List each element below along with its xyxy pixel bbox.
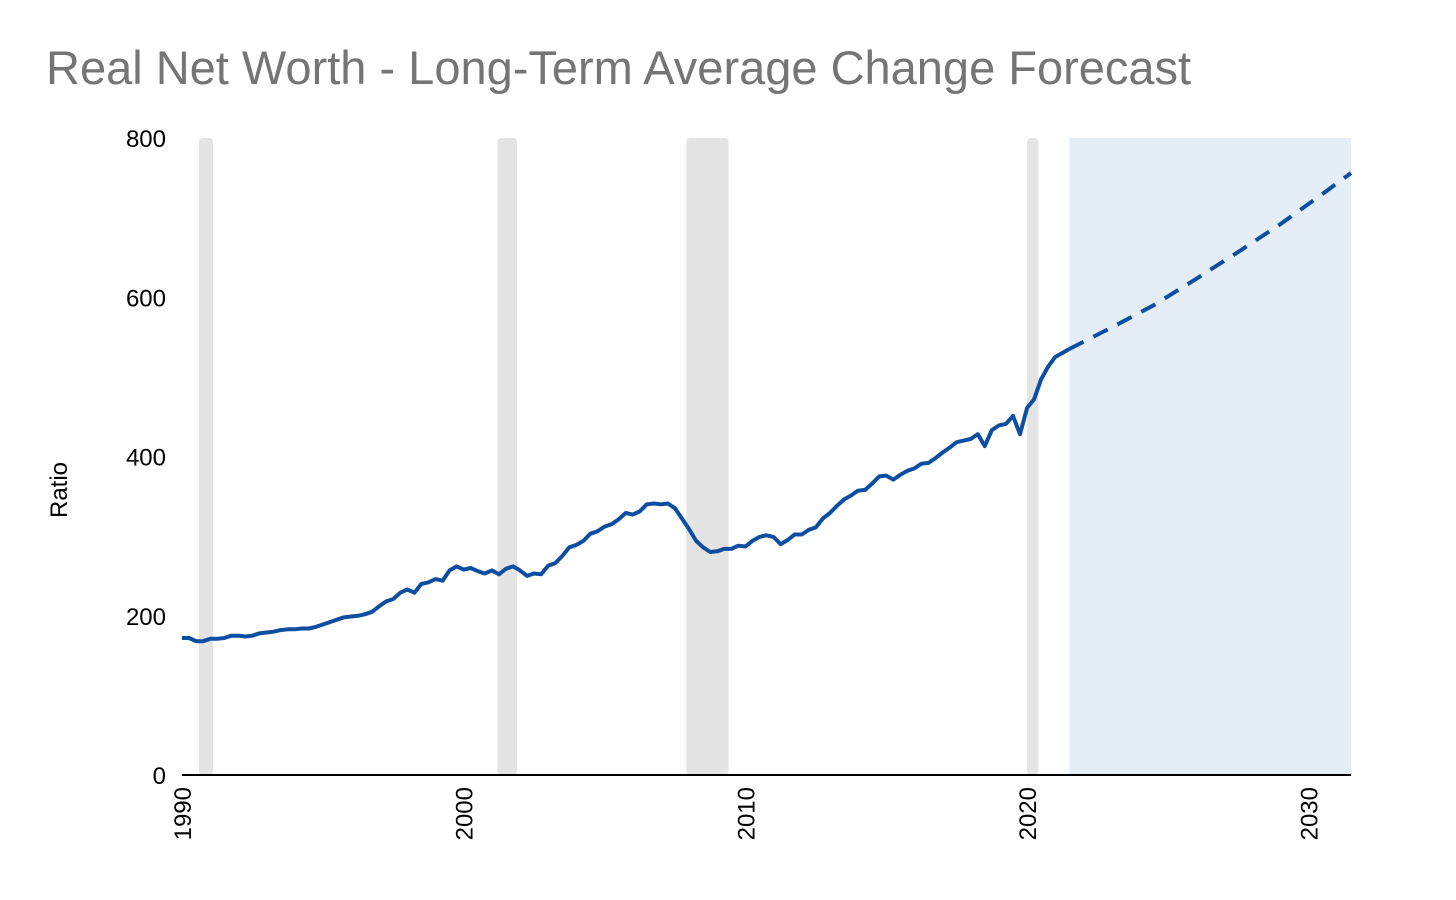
x-tick-label-2010: 2010 <box>733 787 760 840</box>
historical-series-line <box>182 347 1071 644</box>
x-axis-ticks: 1990 2000 2010 2020 2030 <box>170 787 1324 840</box>
recession-band-4 <box>1027 138 1039 775</box>
forecast-series-line <box>1068 171 1353 351</box>
y-tick-label-600: 600 <box>126 285 166 312</box>
y-tick-label-800: 800 <box>126 126 166 153</box>
series-lines <box>182 171 1353 644</box>
x-tick-label-1990: 1990 <box>170 787 197 840</box>
y-tick-label-200: 200 <box>126 604 166 631</box>
recession-band-2 <box>497 138 518 775</box>
x-tick-label-2000: 2000 <box>452 787 479 840</box>
background-bands <box>198 138 1351 775</box>
y-axis-ticks: 0 200 400 600 800 <box>126 126 166 790</box>
chart-title: Real Net Worth - Long-Term Average Chang… <box>46 41 1192 94</box>
x-tick-label-2030: 2030 <box>1297 787 1324 840</box>
recession-band-1 <box>198 138 213 775</box>
recession-band-3 <box>686 138 729 775</box>
y-tick-label-0: 0 <box>153 763 166 790</box>
forecast-region <box>1069 138 1351 775</box>
x-tick-label-2020: 2020 <box>1015 787 1042 840</box>
y-tick-label-400: 400 <box>126 445 166 472</box>
